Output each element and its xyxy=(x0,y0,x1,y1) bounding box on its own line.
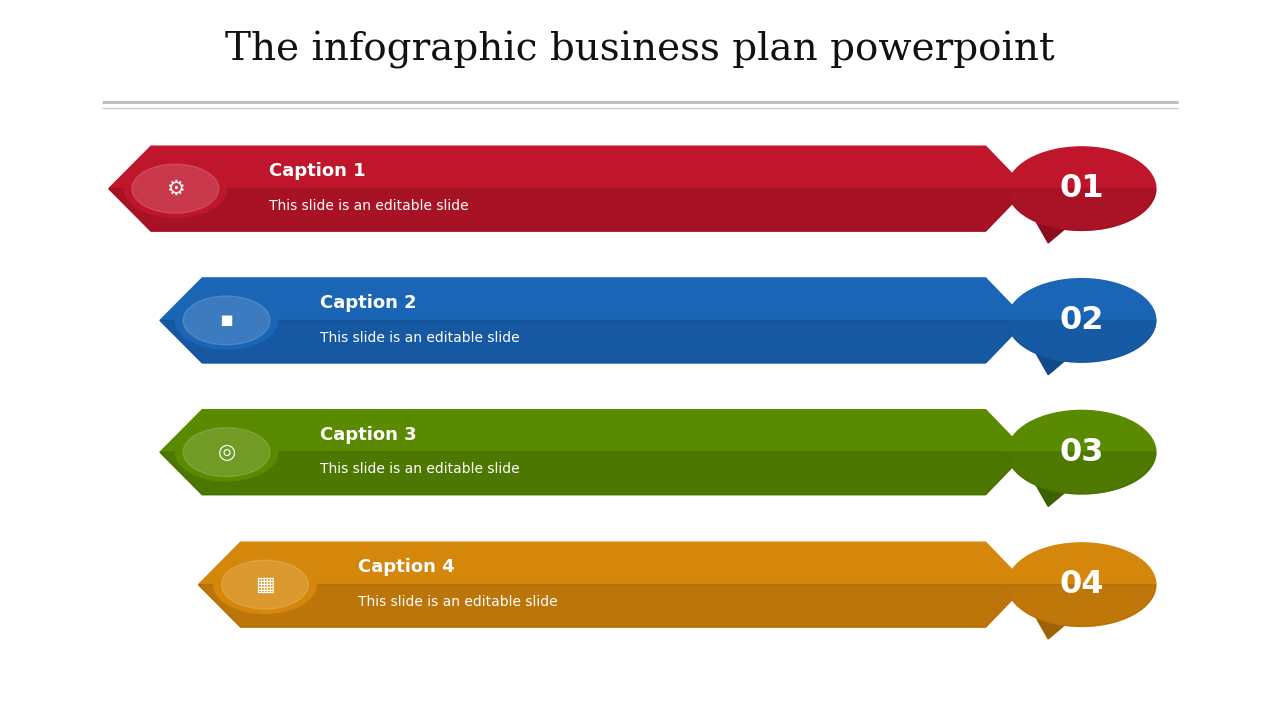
Text: The infographic business plan powerpoint: The infographic business plan powerpoint xyxy=(225,32,1055,69)
Text: This slide is an editable slide: This slide is an editable slide xyxy=(269,199,468,213)
Circle shape xyxy=(214,556,316,613)
Polygon shape xyxy=(1007,585,1156,626)
Text: Caption 4: Caption 4 xyxy=(358,559,454,576)
Circle shape xyxy=(175,292,278,349)
Text: ⚙: ⚙ xyxy=(166,179,184,199)
Text: 03: 03 xyxy=(1060,436,1103,468)
Circle shape xyxy=(1007,279,1156,362)
Text: ▪: ▪ xyxy=(219,310,234,330)
Circle shape xyxy=(1007,147,1156,230)
Polygon shape xyxy=(160,452,1027,495)
Circle shape xyxy=(183,428,270,477)
Polygon shape xyxy=(1019,191,1085,243)
Polygon shape xyxy=(1019,454,1085,506)
Text: This slide is an editable slide: This slide is an editable slide xyxy=(320,462,520,477)
Text: 04: 04 xyxy=(1060,569,1103,600)
Polygon shape xyxy=(198,542,1027,627)
Circle shape xyxy=(183,296,270,345)
Polygon shape xyxy=(109,146,1027,231)
Circle shape xyxy=(175,423,278,481)
Circle shape xyxy=(132,164,219,213)
Polygon shape xyxy=(1019,587,1085,639)
Polygon shape xyxy=(1019,323,1085,374)
Text: 02: 02 xyxy=(1060,305,1103,336)
Circle shape xyxy=(221,560,308,609)
Polygon shape xyxy=(1007,189,1156,230)
Polygon shape xyxy=(109,189,1027,231)
Text: This slide is an editable slide: This slide is an editable slide xyxy=(320,330,520,345)
Circle shape xyxy=(1007,410,1156,494)
Polygon shape xyxy=(160,320,1027,363)
Text: ◎: ◎ xyxy=(218,442,236,462)
Text: This slide is an editable slide: This slide is an editable slide xyxy=(358,595,558,609)
Polygon shape xyxy=(1007,320,1156,362)
Circle shape xyxy=(1007,543,1156,626)
Text: Caption 2: Caption 2 xyxy=(320,294,416,312)
Polygon shape xyxy=(160,278,1027,363)
Polygon shape xyxy=(160,410,1027,495)
Polygon shape xyxy=(198,585,1027,627)
Polygon shape xyxy=(1007,452,1156,494)
Text: 01: 01 xyxy=(1060,173,1103,204)
Circle shape xyxy=(124,160,227,217)
Text: Caption 3: Caption 3 xyxy=(320,426,416,444)
Text: Caption 1: Caption 1 xyxy=(269,163,365,181)
Text: ▦: ▦ xyxy=(255,575,275,595)
